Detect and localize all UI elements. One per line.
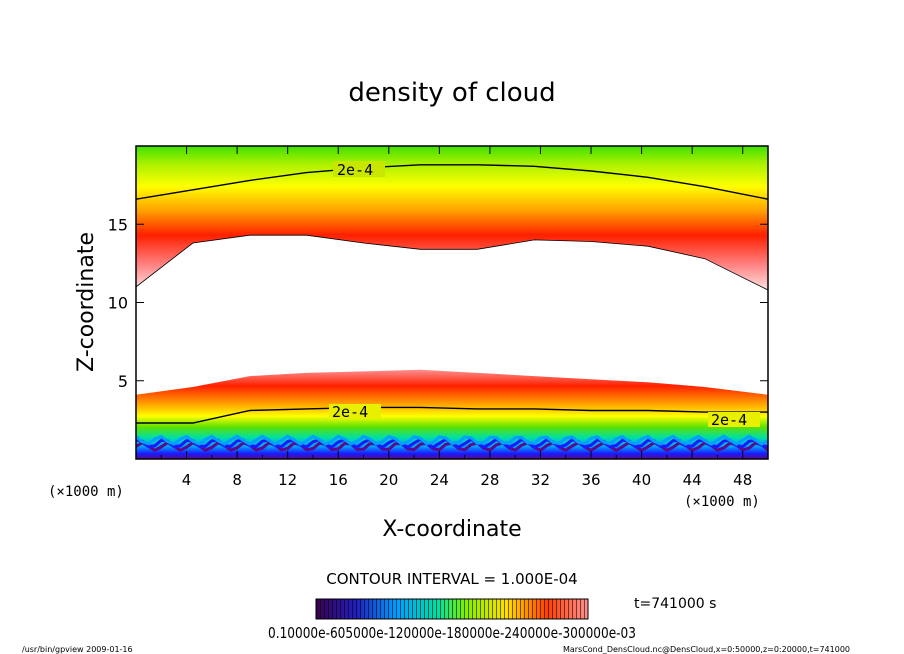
lower-band-3 — [136, 434, 768, 446]
contour-label-right: 2e-4 — [711, 411, 747, 429]
footer-right: MarsCond_DensCloud.nc@DensCloud,x=0:5000… — [563, 645, 850, 654]
x-tick-label: 28 — [480, 471, 499, 489]
footer-left: /usr/bin/gpview 2009-01-16 — [22, 645, 133, 654]
x-tick-label: 16 — [329, 471, 348, 489]
x-axis-label: X-coordinate — [382, 517, 521, 542]
contour-label-bg — [708, 412, 760, 427]
y-tick-label: 10 — [108, 294, 128, 313]
lower-cloud-turbulence — [136, 434, 768, 453]
x-unit-label: (×1000 m) — [48, 484, 124, 500]
lower-cloud-layer — [136, 369, 768, 459]
x-tick-label: 24 — [430, 471, 449, 489]
x-tick-label: 48 — [733, 471, 752, 489]
time-label: t=741000 s — [634, 596, 716, 612]
x-axis: 4 8 12 16 20 24 28 32 36 40 44 48 — [160, 146, 752, 489]
contour-label-upper: 2e-4 — [337, 161, 373, 179]
x-unit-label-right: (×1000 m) — [684, 494, 760, 510]
x-tick-label: 44 — [683, 471, 702, 489]
x-tick-label: 40 — [632, 471, 651, 489]
x-tick-label: 12 — [278, 471, 297, 489]
colorbar-ticks — [316, 599, 588, 619]
y-tick-label: 5 — [118, 372, 128, 391]
lower-contour-2e-4 — [136, 406, 768, 424]
x-tick-label: 8 — [232, 471, 242, 489]
plot-area — [136, 146, 768, 459]
contour-label-bg — [329, 404, 381, 419]
chart-title: density of cloud — [348, 78, 555, 108]
x-tick-label: 36 — [581, 471, 600, 489]
y-tick-label: 15 — [108, 215, 128, 234]
upper-cloud-edge — [136, 234, 768, 291]
y-axis: 5 10 15 — [108, 215, 768, 391]
x-tick-label: 4 — [182, 471, 192, 489]
contour-label-lower: 2e-4 — [332, 403, 368, 421]
contour-label-bg — [333, 161, 385, 177]
colorbar-labels: 0.10000e-605000e-120000e-180000e-240000e… — [268, 624, 636, 642]
upper-cloud-layer — [136, 146, 768, 290]
contour-interval: CONTOUR INTERVAL = 1.000E-04 — [326, 570, 577, 588]
y-axis-label: Z-coordinate — [74, 232, 99, 372]
x-tick-label: 32 — [531, 471, 550, 489]
x-tick-label: 20 — [379, 471, 398, 489]
upper-contour-2e-4 — [136, 164, 768, 200]
